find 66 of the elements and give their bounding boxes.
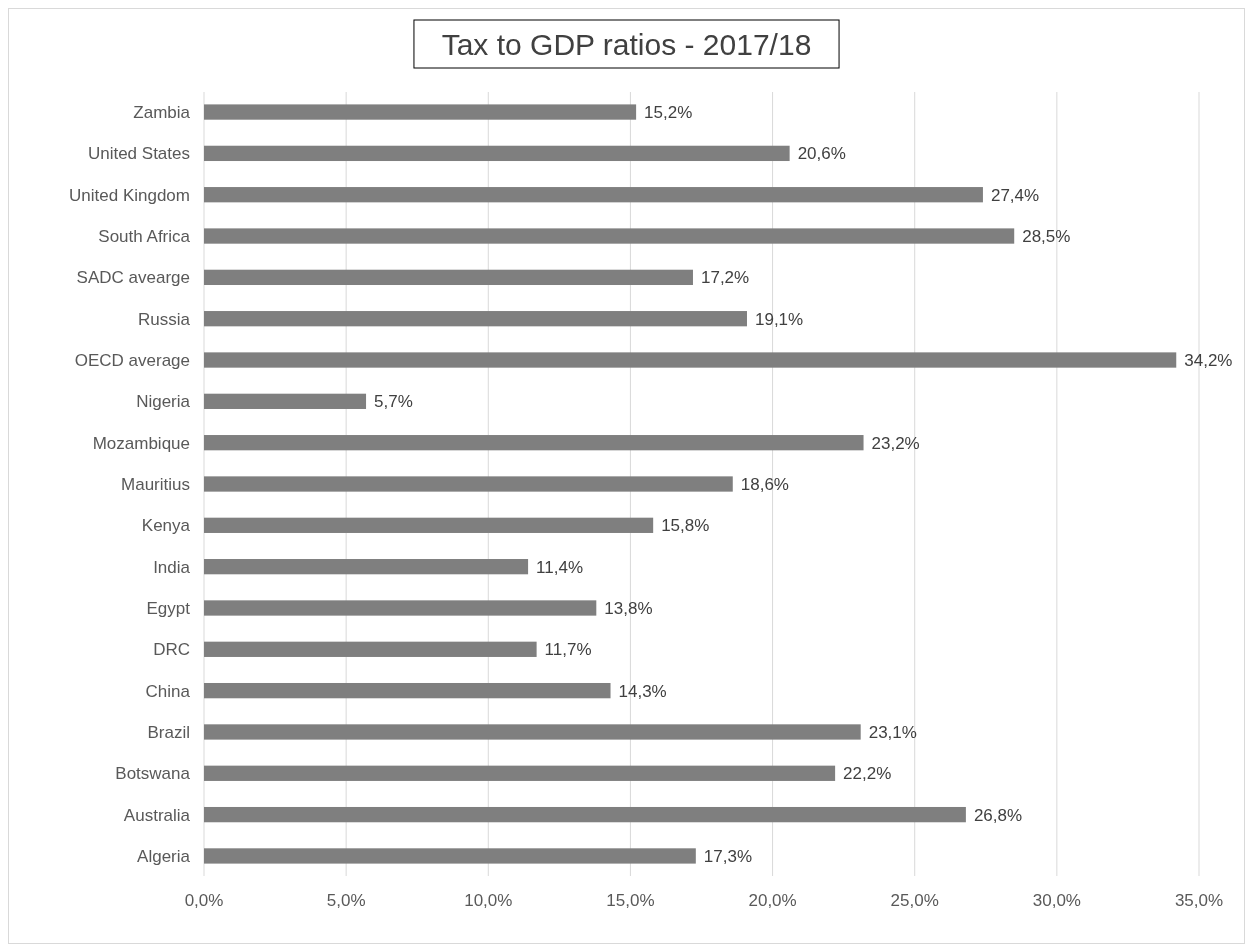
bar [204,393,367,409]
y-tick-label: OECD average [74,350,190,370]
y-tick-label: Zambia [133,102,191,122]
bar [204,559,529,575]
data-label: 23,2% [871,433,920,453]
y-tick-label: Mauritius [121,474,190,494]
y-tick-label: Russia [138,309,191,329]
data-label: 15,2% [644,102,693,122]
x-tick-label: 25,0% [890,891,939,910]
bar [204,724,861,740]
data-label: 5,7% [374,392,413,412]
data-label: 27,4% [990,185,1040,205]
data-label: 15,8% [661,516,710,536]
data-label: 19,1% [754,309,804,329]
y-tick-label: Mozambique [92,433,190,453]
data-label: 18,6% [740,474,789,494]
bar [204,476,733,492]
y-tick-label: United States [87,144,190,164]
x-tick-label: 5,0% [326,891,366,910]
data-label: 22,2% [843,764,892,784]
chart-title: Tax to GDP ratios - 2017/18 [441,27,812,61]
data-label: 28,5% [1022,226,1071,246]
data-label: 17,3% [703,846,753,866]
bar [204,228,1015,244]
bar [204,145,790,162]
data-label: 13,8% [604,598,653,618]
y-tick-label: United Kingdom [69,185,190,205]
bar [204,683,611,699]
y-tick-label: Australia [123,805,191,825]
bar [204,600,597,616]
bar [204,806,966,823]
x-tick-label: 30,0% [1032,891,1081,910]
bar [204,765,836,781]
bar [204,311,747,327]
y-tick-label: Egypt [146,598,191,618]
y-tick-label: Botswana [115,764,191,784]
bar [204,352,1177,368]
y-tick-label: Algeria [137,846,191,866]
bar [204,435,864,451]
y-tick-label: Nigeria [136,392,191,412]
data-label: 34,2% [1184,350,1233,370]
bar [204,104,637,120]
bar [204,187,983,203]
x-tick-label: 0,0% [184,891,224,910]
data-label: 11,4% [536,557,584,577]
bar [204,641,537,657]
y-tick-label: SADC avearge [76,268,190,288]
data-label: 20,6% [797,144,846,164]
bar [204,517,654,533]
y-tick-label: China [145,681,191,701]
x-tick-label: 35,0% [1174,891,1224,910]
data-label: 26,8% [973,805,1023,825]
data-label: 11,7% [544,640,592,660]
y-tick-label: Brazil [147,722,190,742]
y-tick-label: India [153,557,191,577]
y-tick-label: Kenya [141,516,191,536]
y-tick-label: DRC [153,640,190,660]
x-tick-label: 10,0% [464,891,513,910]
data-label: 17,2% [700,268,750,288]
x-tick-label: 15,0% [606,891,655,910]
y-tick-label: South Africa [98,226,191,246]
bar [204,848,696,864]
data-label: 23,1% [868,722,917,742]
bar [204,269,693,285]
x-tick-label: 20,0% [748,891,797,910]
data-label: 14,3% [618,681,667,701]
